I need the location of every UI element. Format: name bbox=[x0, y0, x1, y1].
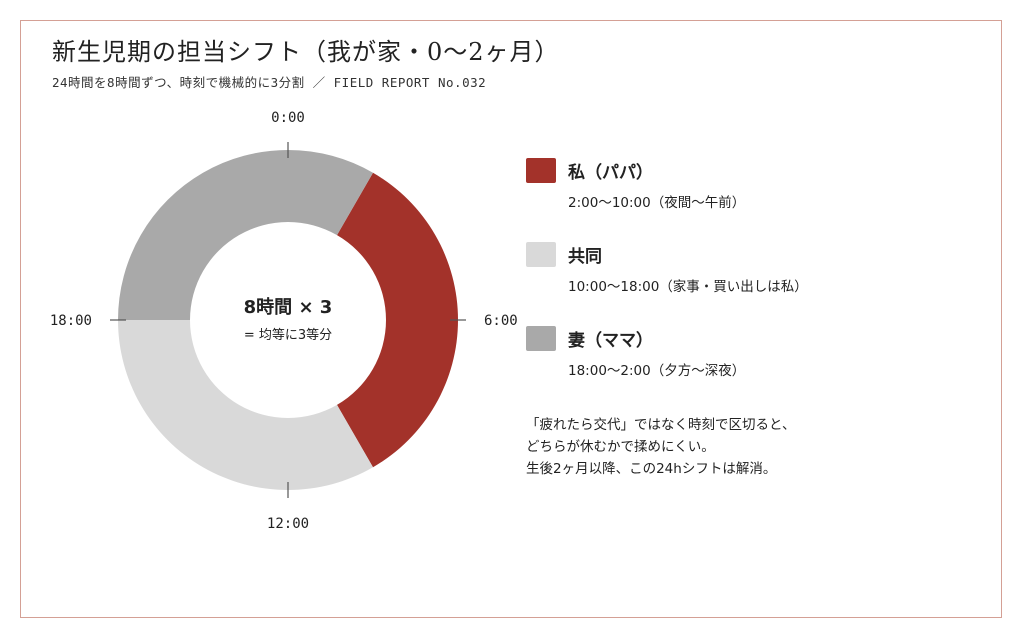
donut-slice-mama bbox=[118, 149, 373, 320]
report-frame bbox=[20, 20, 1002, 618]
page-subtitle: 24時間を8時間ずつ、時刻で機械的に3分割 ／ FIELD REPORT No.… bbox=[52, 75, 487, 90]
legend-name-papa: 私（パパ） bbox=[568, 163, 653, 183]
legend-swatch-shared bbox=[526, 242, 556, 267]
note: 「疲れたら交代」ではなく時刻で区切ると、 どちらが休むかで揉めにくい。 生後2ヶ… bbox=[526, 414, 795, 480]
donut-slice-papa bbox=[337, 172, 458, 468]
note-line: 生後2ヶ月以降、この24hシフトは解消。 bbox=[526, 461, 777, 477]
legend-name-mama: 妻（ママ） bbox=[568, 331, 653, 351]
tick-label-6: 6:00 bbox=[484, 313, 518, 329]
tick-label-12: 12:00 bbox=[267, 516, 309, 532]
note-line: 「疲れたら交代」ではなく時刻で区切ると、 bbox=[526, 417, 796, 433]
tick-label-0: 0:00 bbox=[271, 110, 305, 126]
donut-ticks: 0:00 6:00 12:00 18:00 bbox=[50, 110, 518, 532]
center-main-label: 8時間 × 3 bbox=[244, 297, 333, 318]
legend-time-papa: 2:00〜10:00（夜間〜午前） bbox=[568, 195, 746, 211]
tick-label-18: 18:00 bbox=[50, 313, 92, 329]
donut-slices bbox=[118, 149, 458, 490]
donut-slice-shared bbox=[118, 320, 373, 490]
center-sub-label: = 均等に3等分 bbox=[244, 327, 332, 343]
legend-time-mama: 18:00〜2:00（夕方〜深夜） bbox=[568, 363, 746, 379]
legend-time-shared: 10:00〜18:00（家事・買い出しは私） bbox=[568, 279, 808, 295]
legend-swatch-mama bbox=[526, 326, 556, 351]
legend-name-shared: 共同 bbox=[568, 247, 602, 267]
page-title: 新生児期の担当シフト（我が家・0〜2ヶ月） bbox=[52, 38, 560, 66]
note-line: どちらが休むかで揉めにくい。 bbox=[526, 439, 715, 455]
legend-swatch-papa bbox=[526, 158, 556, 183]
